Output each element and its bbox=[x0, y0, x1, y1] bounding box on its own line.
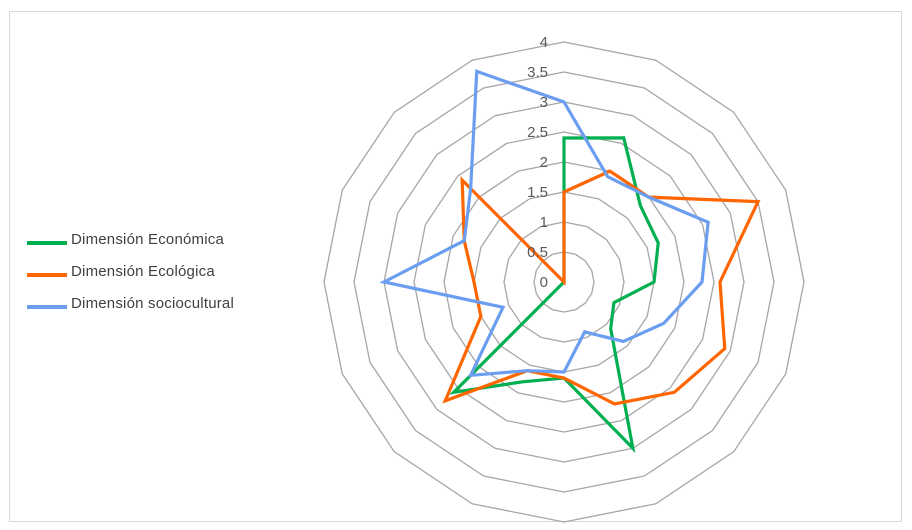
legend-swatch-ecologica bbox=[27, 273, 67, 277]
series-line-0 bbox=[449, 136, 660, 454]
legend-swatch-sociocultural bbox=[27, 305, 67, 309]
tick-label: 3 bbox=[540, 94, 548, 111]
legend-label-economica: Dimensión Económica bbox=[71, 231, 225, 248]
grid-ring bbox=[533, 251, 595, 313]
legend-swatch-economica bbox=[27, 241, 67, 245]
grid-ring bbox=[413, 131, 715, 433]
tick-label: 1 bbox=[540, 214, 548, 231]
grid-ring bbox=[443, 161, 685, 403]
tick-label: 2 bbox=[540, 154, 548, 171]
tick-label: 0.5 bbox=[527, 244, 548, 261]
grid-ring bbox=[323, 41, 805, 523]
grid-ring bbox=[383, 101, 745, 463]
tick-label: 3.5 bbox=[527, 64, 548, 81]
grid-ring bbox=[503, 221, 625, 343]
chart-area bbox=[9, 11, 902, 522]
grid-ring bbox=[353, 71, 775, 493]
series-line-2 bbox=[379, 69, 710, 378]
legend-label-sociocultural: Dimensión sociocultural bbox=[71, 295, 235, 312]
series-line-1 bbox=[442, 169, 761, 406]
tick-label: 1.5 bbox=[527, 184, 548, 201]
legend-label-ecologica: Dimensión Ecológica bbox=[71, 263, 215, 280]
tick-label: 4 bbox=[540, 34, 548, 51]
tick-label: 0 bbox=[540, 274, 548, 291]
tick-label: 2.5 bbox=[527, 124, 548, 141]
